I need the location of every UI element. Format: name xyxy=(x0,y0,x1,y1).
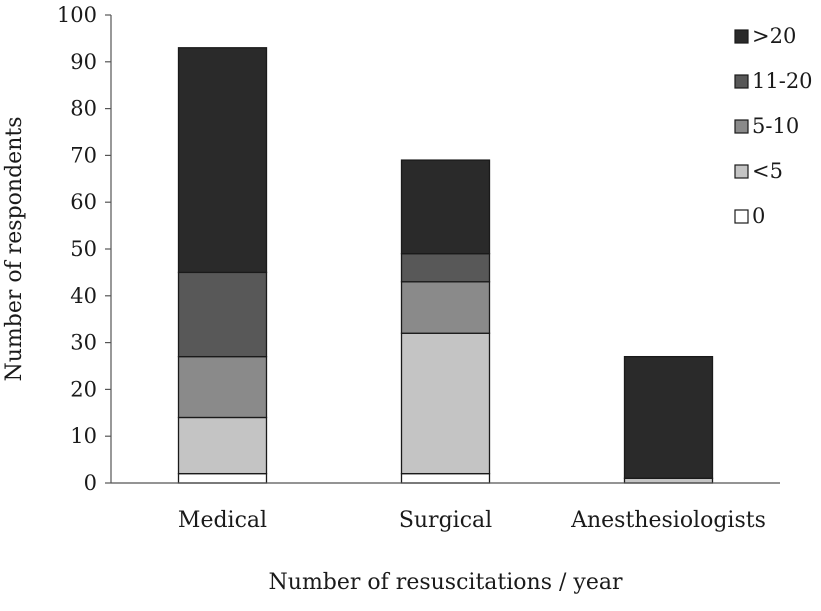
bar-segment xyxy=(177,416,268,475)
y-tick-label: 100 xyxy=(57,3,97,27)
y-tick-label: 50 xyxy=(70,237,97,261)
legend-swatch xyxy=(734,74,749,89)
bar-segment xyxy=(400,159,491,255)
legend-item: >20 xyxy=(734,24,796,48)
legend-item: 0 xyxy=(734,204,765,228)
y-tick-label: 80 xyxy=(70,97,97,121)
legend-label: 11-20 xyxy=(752,69,813,93)
legend-label: <5 xyxy=(752,159,783,183)
y-tick-label: 0 xyxy=(84,471,97,495)
legend-label: >20 xyxy=(752,24,796,48)
y-tick-label: 90 xyxy=(70,50,97,74)
legend-item: 11-20 xyxy=(734,69,813,93)
x-category-label: Anesthesiologists xyxy=(570,508,766,533)
legend-swatch xyxy=(734,29,749,44)
legend-swatch xyxy=(734,119,749,134)
bar-stack xyxy=(177,47,268,484)
bar-segment xyxy=(400,281,491,334)
x-axis-title: Number of resuscitations / year xyxy=(269,570,623,595)
y-tick-label: 60 xyxy=(70,190,97,214)
x-category-label: Medical xyxy=(178,508,267,533)
bar-segment xyxy=(177,472,268,484)
bar-segment xyxy=(177,355,268,419)
x-category-label: Surgical xyxy=(399,508,492,533)
y-tick-label: 20 xyxy=(70,377,97,401)
legend-item: <5 xyxy=(734,159,783,183)
y-tick-label: 70 xyxy=(70,143,97,167)
legend: >20 11-20 5-10 <5 0 xyxy=(734,24,813,228)
bar-segment xyxy=(400,472,491,484)
y-axis-ticks: 0 10 20 30 40 50 60 70 80 90 100 xyxy=(57,3,111,495)
bar-stack xyxy=(400,159,491,484)
bar-stack xyxy=(623,355,714,484)
bar-segment xyxy=(177,47,268,274)
y-tick-label: 10 xyxy=(70,424,97,448)
legend-swatch xyxy=(734,164,749,179)
x-axis-category-labels: Medical Surgical Anesthesiologists xyxy=(178,508,766,533)
legend-item: 5-10 xyxy=(734,114,799,138)
bar-segment xyxy=(400,253,491,283)
y-axis-title: Number of respondents xyxy=(2,117,27,382)
bar-segment xyxy=(177,271,268,358)
y-tick-label: 40 xyxy=(70,284,97,308)
bars xyxy=(177,47,714,484)
bar-segment xyxy=(400,332,491,475)
bar-segment xyxy=(623,477,714,484)
legend-label: 0 xyxy=(752,204,765,228)
legend-label: 5-10 xyxy=(752,114,799,138)
y-tick-label: 30 xyxy=(70,331,97,355)
bar-segment xyxy=(623,355,714,479)
legend-swatch xyxy=(734,209,749,224)
